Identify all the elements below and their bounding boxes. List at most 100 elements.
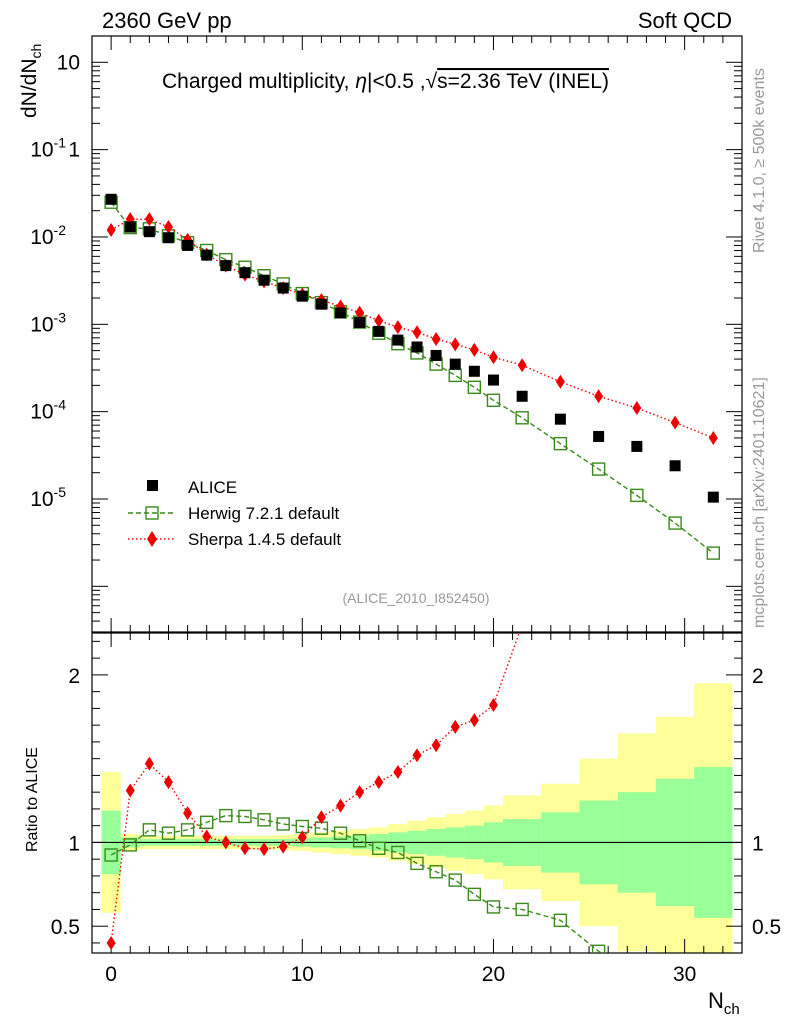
alice-point	[392, 334, 404, 346]
legend: ALICE Herwig 7.2.1 default Sherpa 1.4.5 …	[128, 478, 341, 549]
rivet-version-label: Rivet 4.1.0, ≥ 500k events	[751, 68, 768, 253]
alice-point	[143, 226, 155, 238]
y-tick-label: 10-2	[30, 222, 66, 249]
herwig-ratio-point	[391, 845, 405, 860]
herwig-point	[448, 368, 462, 383]
sherpa-ratio-point	[336, 798, 346, 813]
sherpa-point	[517, 358, 527, 373]
sherpa-ratio-point	[393, 765, 403, 780]
herwig-point	[630, 488, 644, 503]
legend-sherpa-marker	[147, 531, 157, 547]
herwig-ratio-point	[333, 826, 348, 840]
sherpa-ratio-point	[469, 713, 479, 728]
sherpa-ratio-point	[412, 748, 422, 763]
ratio-y-axis-label: Ratio to ALICE	[24, 747, 41, 852]
sherpa-point	[393, 320, 403, 335]
y-tick-label: 10	[57, 51, 80, 74]
herwig-ratio-point	[467, 887, 482, 902]
herwig-point	[591, 462, 606, 476]
sherpa-point	[670, 415, 680, 430]
x-tick-label: 0	[105, 963, 117, 986]
alice-point	[449, 358, 461, 370]
sherpa-point	[594, 389, 604, 404]
herwig-point	[553, 436, 568, 451]
legend-alice-label: ALICE	[188, 478, 237, 497]
alice-point	[220, 260, 232, 272]
alice-point	[411, 341, 423, 353]
sherpa-point	[632, 401, 642, 416]
sherpa-ratio-point	[671, 500, 680, 514]
alice-point	[315, 298, 327, 310]
alice-point	[631, 440, 643, 452]
main-axis-ticks: 10-5 10-4 10-3 10-2 10-1 1 10	[30, 35, 742, 633]
herwig-point	[515, 411, 529, 425]
sherpa-ratio-point	[144, 756, 154, 771]
herwig-ratio-point	[591, 944, 606, 953]
sherpa-ratio-point	[632, 517, 641, 531]
sherpa-point	[469, 342, 479, 357]
alice-point	[277, 282, 289, 294]
plot-title: Charged multiplicity, η|<0.5 ,√s=2.36 Te…	[162, 70, 609, 93]
herwig-point	[486, 393, 501, 407]
herwig-ratio-point	[631, 970, 643, 982]
herwig-ratio-point	[372, 841, 386, 855]
sherpa-ratio-point	[183, 806, 193, 821]
y-tick-label: 10-5	[30, 484, 66, 511]
legend-sherpa-label: Sherpa 1.4.5 default	[188, 530, 341, 549]
sherpa-point	[163, 220, 173, 235]
sherpa-point	[355, 305, 365, 320]
mcplots-label: mcplots.cern.ch [arXiv:2401.10621]	[751, 377, 768, 628]
sherpa-ratio-point	[125, 783, 135, 798]
sherpa-point	[488, 350, 498, 365]
sherpa-ratio-point	[374, 775, 384, 790]
ratio-series-layer	[104, 500, 680, 982]
herwig-ratio-point	[448, 873, 462, 887]
header-left: 2360 GeV pp	[102, 8, 232, 33]
sherpa-ratio-point	[594, 534, 603, 548]
alice-point	[669, 460, 681, 472]
herwig-ratio-point	[104, 848, 118, 862]
sherpa-ratio-point	[488, 698, 498, 713]
herwig-ratio-point	[276, 817, 290, 831]
herwig-ratio-point	[123, 838, 137, 852]
ratio-y-tick-label: 2	[68, 665, 80, 688]
alice-point	[239, 267, 251, 279]
herwig-ratio-point	[161, 826, 176, 840]
alice-point	[296, 290, 308, 302]
herwig-ratio-point	[238, 809, 252, 824]
ratio-y-tick-label-right: 0.5	[752, 916, 781, 939]
y-tick-label: 10-1	[30, 135, 66, 162]
herwig-point	[668, 516, 682, 530]
sherpa-ratio-point	[316, 810, 326, 825]
alice-point	[162, 232, 174, 244]
alice-point	[201, 249, 213, 261]
herwig-ratio-point	[180, 823, 195, 837]
analysis-id-label: (ALICE_2010_I852450)	[342, 590, 489, 606]
sherpa-ratio-point	[431, 738, 441, 753]
herwig-ratio-point	[515, 902, 529, 917]
alice-point	[516, 390, 528, 402]
ratio-axis-ticks: 0 10 20 30 0.5 0.5 1 1 2 2	[51, 633, 781, 986]
alice-point	[554, 413, 566, 425]
alice-point	[182, 239, 194, 251]
y-tick-label: 1	[68, 139, 80, 162]
x-axis-label: Nch	[708, 988, 740, 1018]
sherpa-point	[555, 374, 565, 389]
x-tick-label: 10	[291, 963, 314, 986]
alice-point	[707, 491, 719, 503]
ratio-y-tick-label-right: 1	[752, 832, 764, 855]
sherpa-ratio-point	[106, 935, 116, 950]
herwig-ratio-point	[219, 808, 233, 823]
alice-point	[373, 325, 385, 337]
x-tick-label: 20	[482, 963, 505, 986]
ratio-y-tick-label: 1	[68, 832, 80, 855]
main-series-layer	[104, 193, 721, 560]
sherpa-point	[431, 331, 441, 346]
main-y-axis-label: dN/dNch	[18, 44, 44, 118]
sherpa-ratio-point	[556, 567, 565, 581]
alice-point	[258, 274, 270, 286]
sherpa-ratio-point	[202, 829, 212, 844]
sherpa-ratio-point	[278, 839, 288, 854]
herwig-ratio-point	[257, 813, 271, 827]
herwig-ratio-point	[410, 856, 424, 871]
